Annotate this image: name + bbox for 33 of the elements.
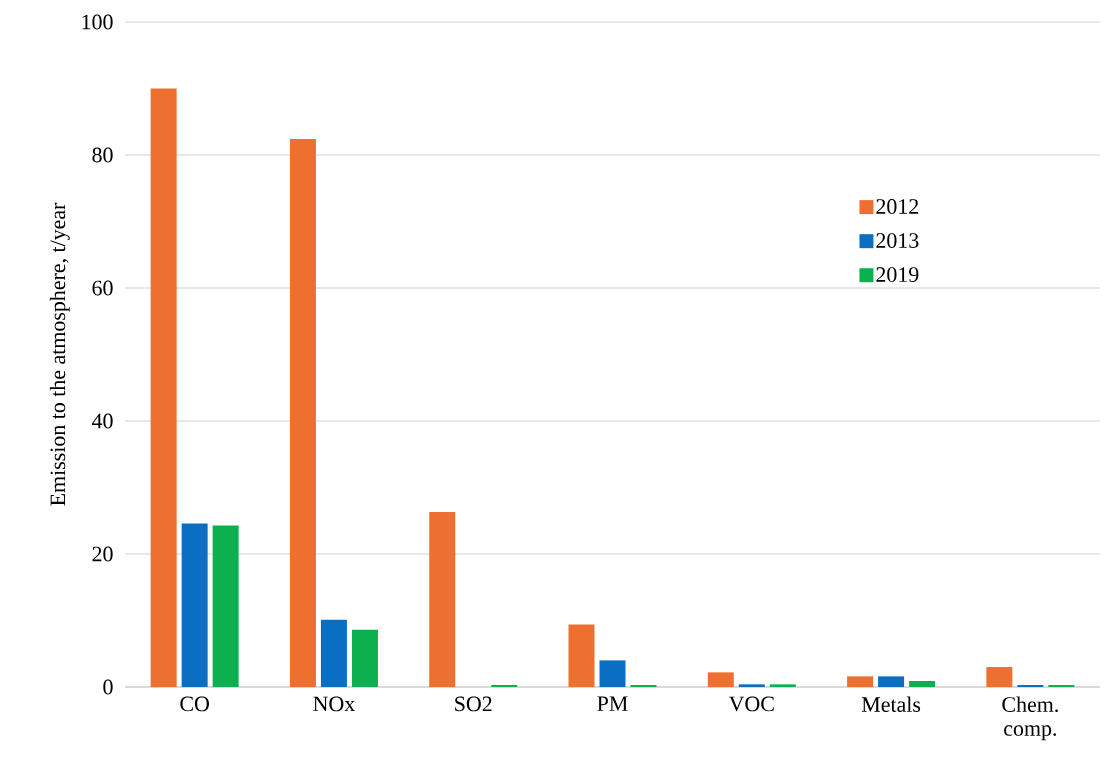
bar <box>707 672 734 687</box>
bar <box>429 512 456 687</box>
legend-label: 2013 <box>876 233 919 248</box>
y-axis-title: Emission to the atmosphere, t/year <box>49 202 70 506</box>
y-tick-label: 40 <box>91 413 113 429</box>
bar <box>847 676 874 687</box>
x-tick-label: VOC <box>728 696 774 712</box>
legend-label: 2019 <box>876 267 919 282</box>
bar <box>212 525 239 687</box>
x-tick-label: Chem. comp. <box>1002 696 1058 741</box>
bar <box>320 619 347 687</box>
bar <box>599 660 626 687</box>
bar <box>738 684 765 687</box>
x-tick-label: PM <box>597 696 628 711</box>
x-tick-label: CO <box>180 696 209 712</box>
x-tick-label: Metals <box>861 696 921 712</box>
y-tick-label: 100 <box>82 14 113 30</box>
bar <box>986 667 1013 687</box>
bar <box>351 629 378 687</box>
y-tick-label: 80 <box>92 147 113 163</box>
y-tick-label: 60 <box>92 280 113 296</box>
bar <box>909 681 936 687</box>
bar <box>289 139 316 687</box>
x-tick-label: SO2 <box>455 696 492 712</box>
legend-label: 2012 <box>876 199 919 214</box>
bar <box>568 624 595 687</box>
x-tick-label: NOx <box>313 696 355 712</box>
y-tick-label: 0 <box>103 679 113 695</box>
bar <box>181 523 208 687</box>
bar <box>769 684 796 687</box>
bar <box>150 88 177 687</box>
bar <box>878 676 905 687</box>
y-tick-label: 20 <box>92 546 113 562</box>
